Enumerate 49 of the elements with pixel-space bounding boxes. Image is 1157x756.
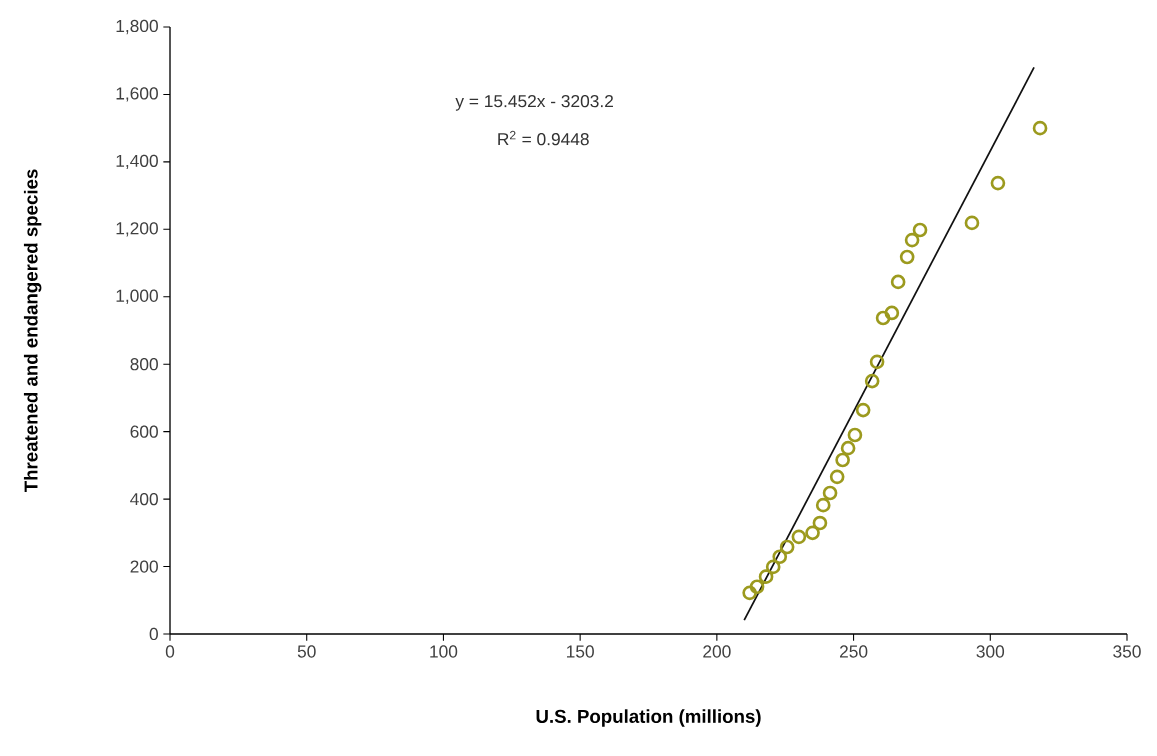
point [847,427,863,443]
point [855,402,871,418]
y-tick-label: 1,600 [116,87,158,102]
annotation: R$^{2}$ = 0.9448 [498,130,589,146]
point [869,354,885,370]
y-tick-label: 1,400 [116,154,158,170]
y-tick-label: 1,200 [116,222,158,237]
point [875,310,891,326]
point [990,175,1006,191]
point [964,215,980,231]
point [835,452,850,468]
point [822,485,838,501]
point [899,249,915,265]
y-tick-label: 200 [130,560,158,573]
point [749,579,765,595]
x-tick-label: 300 [976,645,1005,658]
point [791,529,807,545]
y-tick-label: 0 [149,627,158,641]
point [864,373,880,389]
point [758,569,774,584]
point [912,222,928,238]
point [772,549,788,565]
x-tick-label: 350 [1113,645,1141,658]
point [805,525,820,541]
point [812,515,828,531]
y-tick-label: 400 [130,492,158,506]
y-tick-label: 1,000 [116,289,158,304]
point [884,305,900,321]
point [815,497,831,513]
x-tick-label: 200 [703,645,731,658]
annotation: y = 15.452x - 3203.2 [455,95,613,111]
y-tick-label: 1,800 [116,19,158,35]
y-tick-label: 600 [130,425,158,438]
x-tick-label: 0 [165,645,175,658]
point [840,440,856,456]
x-tick-label: 100 [430,645,458,658]
y-tick-label: 800 [130,358,158,371]
point [1032,120,1048,136]
point [904,232,920,248]
x-tick-label: 150 [567,645,594,658]
point [765,559,781,575]
x-axis-title: U.S. Population (millions) [536,709,761,727]
x-tick-label: 250 [839,645,868,658]
point [779,539,795,555]
point [829,469,845,485]
point [890,274,906,290]
y-axis-title: Threatened and endangered species [23,169,42,493]
point [742,585,758,601]
x-tick-label: 50 [297,645,316,658]
